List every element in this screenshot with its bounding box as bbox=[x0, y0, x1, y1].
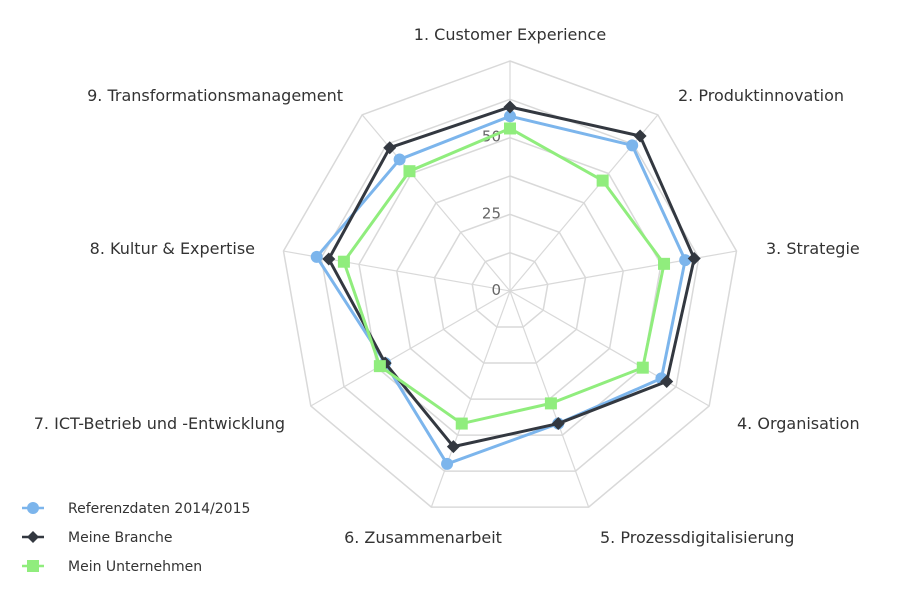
data-point[interactable] bbox=[504, 110, 516, 123]
grid-ring bbox=[282, 60, 738, 508]
grid-spoke bbox=[509, 290, 710, 407]
axis-labels: 1. Customer Experience 2. Produktinnovati… bbox=[34, 25, 860, 547]
data-point[interactable] bbox=[544, 397, 557, 410]
data-point[interactable] bbox=[373, 360, 386, 373]
series-1 bbox=[322, 100, 701, 454]
legend-label: Meine Branche bbox=[68, 530, 173, 546]
data-point[interactable] bbox=[626, 139, 639, 152]
legend-marker bbox=[27, 502, 39, 514]
data-point[interactable] bbox=[455, 417, 468, 430]
data-point[interactable] bbox=[658, 257, 671, 270]
grid-spoke bbox=[430, 290, 511, 508]
legend-item[interactable]: Meine Branche bbox=[22, 530, 173, 546]
radar-series bbox=[310, 100, 701, 470]
data-point[interactable] bbox=[403, 165, 416, 178]
axis-label: 9. Transformationsmanagement bbox=[87, 86, 343, 105]
legend-label: Referenzdaten 2014/2015 bbox=[68, 501, 250, 517]
data-point[interactable] bbox=[393, 153, 406, 166]
data-point[interactable] bbox=[596, 174, 609, 187]
data-point[interactable] bbox=[679, 254, 692, 267]
axis-label: 1. Customer Experience bbox=[414, 25, 606, 44]
axis-label: 7. ICT-Betrieb und -Entwicklung bbox=[34, 414, 285, 433]
tick-label: 0 bbox=[491, 281, 501, 299]
axis-label: 3. Strategie bbox=[766, 239, 860, 258]
axis-label: 4. Organisation bbox=[737, 414, 860, 433]
data-point[interactable] bbox=[551, 417, 565, 431]
data-point[interactable] bbox=[383, 141, 397, 155]
data-point[interactable] bbox=[322, 252, 336, 266]
data-point[interactable] bbox=[660, 374, 674, 388]
data-point[interactable] bbox=[441, 457, 454, 470]
axis-label: 2. Produktinnovation bbox=[678, 86, 844, 105]
series-line bbox=[342, 126, 666, 426]
data-point[interactable] bbox=[310, 250, 323, 263]
axis-label: 8. Kultur & Expertise bbox=[90, 239, 255, 258]
grid-ring bbox=[320, 98, 700, 472]
tick-label: 25 bbox=[482, 204, 501, 222]
legend-item[interactable]: Referenzdaten 2014/2015 bbox=[22, 501, 250, 517]
series-line bbox=[327, 105, 696, 449]
legend-marker bbox=[27, 531, 39, 543]
grid-spoke bbox=[310, 290, 511, 407]
data-point[interactable] bbox=[687, 252, 701, 266]
legend-label: Mein Unternehmen bbox=[68, 559, 202, 575]
series-2 bbox=[337, 122, 671, 430]
data-point[interactable] bbox=[503, 100, 517, 114]
grid-ring bbox=[471, 251, 549, 328]
data-point[interactable] bbox=[636, 361, 649, 374]
legend[interactable]: Referenzdaten 2014/2015 Meine Branche Mein… bbox=[22, 501, 250, 575]
legend-item[interactable]: Mein Unternehmen bbox=[22, 559, 202, 575]
legend-marker bbox=[27, 560, 39, 572]
grid-spoke bbox=[509, 250, 737, 292]
axis-label: 5. Prozessdigitalisierung bbox=[600, 528, 794, 547]
grid-ring bbox=[395, 175, 625, 400]
grid-ring bbox=[433, 213, 587, 364]
axis-label: 6. Zusammenarbeit bbox=[344, 528, 502, 547]
data-point[interactable] bbox=[446, 440, 460, 454]
data-point[interactable] bbox=[337, 255, 350, 268]
data-point[interactable] bbox=[633, 129, 647, 143]
data-point[interactable] bbox=[504, 122, 516, 135]
